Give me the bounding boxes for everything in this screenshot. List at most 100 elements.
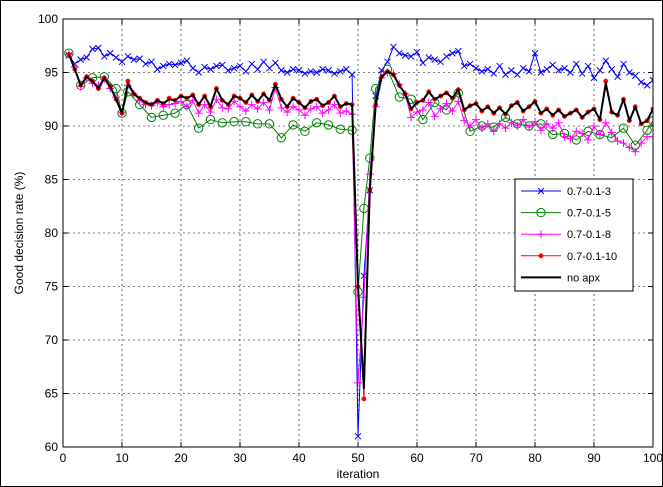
data-point (590, 122, 598, 130)
data-point (272, 59, 279, 67)
data-point (513, 122, 522, 130)
data-point (300, 111, 309, 120)
marker-stroke (112, 54, 120, 61)
data-point (607, 128, 616, 137)
marker-stroke (213, 62, 220, 70)
data-point (560, 132, 569, 141)
data-point (583, 126, 593, 137)
y-axis-label: Good decision rate (%) (12, 172, 26, 295)
legend-swatch-marker (538, 253, 544, 259)
data-point (614, 73, 621, 81)
data-point (307, 68, 315, 75)
data-point (207, 65, 214, 73)
data-point (146, 112, 157, 123)
data-point (201, 63, 208, 71)
data-point (276, 133, 286, 143)
data-point (260, 58, 267, 66)
marker-stroke (154, 65, 161, 73)
series-line (68, 53, 653, 293)
legend-label: 0.7-0.1-3 (567, 186, 611, 198)
data-point (217, 118, 228, 128)
data-point (596, 67, 604, 74)
marker-stroke (454, 47, 462, 55)
data-point (625, 143, 634, 152)
data-point (194, 109, 203, 118)
marker-stroke (319, 65, 326, 73)
data-point (442, 99, 451, 108)
data-point (472, 115, 480, 124)
data-point (572, 127, 581, 136)
data-point (230, 64, 238, 72)
marker-stroke (443, 53, 450, 60)
data-point (542, 119, 551, 128)
data-point (295, 67, 303, 74)
marker-stroke (531, 49, 539, 57)
data-point (342, 65, 350, 73)
marker-stroke (584, 62, 592, 70)
data-point (549, 61, 557, 69)
data-point (413, 108, 421, 117)
x-tick-label: 70 (469, 451, 483, 465)
marker-stroke (649, 79, 653, 84)
marker-stroke (649, 76, 653, 81)
marker-stroke (437, 58, 444, 66)
marker-stroke (608, 65, 616, 73)
marker-stroke (272, 59, 279, 67)
series-no apx (67, 53, 653, 390)
data-point (418, 105, 427, 114)
data-point (336, 109, 345, 118)
data-point (182, 102, 191, 111)
data-point (548, 124, 557, 133)
marker-stroke (508, 67, 515, 74)
marker-stroke (195, 69, 203, 76)
x-tick-label: 50 (351, 451, 365, 465)
legend-swatch-marker (537, 230, 545, 239)
data-point (595, 130, 604, 139)
data-point (206, 108, 215, 117)
data-point (248, 60, 256, 68)
data-point (436, 104, 445, 113)
marker-stroke (537, 187, 545, 195)
data-point (501, 124, 510, 133)
marker-stroke (124, 53, 132, 60)
data-point (537, 69, 545, 76)
data-point (531, 117, 539, 126)
data-point (336, 68, 344, 75)
marker-stroke (207, 65, 214, 73)
marker-stroke (142, 60, 149, 68)
series-0.7-0.1-3 (65, 43, 653, 440)
marker-stroke (496, 62, 503, 70)
data-point (460, 116, 469, 125)
data-point (360, 272, 368, 280)
data-point (89, 45, 96, 53)
data-point (619, 139, 628, 148)
legend-item: 0.7-0.1-5 (521, 208, 611, 220)
marker-stroke (643, 81, 651, 89)
data-point (342, 107, 351, 116)
data-point (567, 69, 574, 76)
y-tick-label: 80 (45, 226, 59, 240)
data-point (618, 123, 629, 133)
data-point (306, 104, 315, 113)
legend-item: 0.7-0.1-8 (521, 229, 611, 241)
legend-label: 0.7-0.1-5 (567, 208, 611, 220)
data-point (443, 53, 450, 60)
data-point (466, 60, 474, 68)
marker-stroke (106, 49, 114, 57)
marker-stroke (490, 70, 498, 77)
marker-stroke (602, 57, 610, 65)
marker-stroke (626, 69, 633, 76)
data-point (100, 53, 108, 60)
data-point (277, 103, 286, 112)
data-point (289, 65, 297, 73)
marker-stroke (159, 62, 167, 70)
marker-stroke (89, 45, 96, 53)
data-point (525, 68, 533, 75)
legend-label: 0.7-0.1-8 (567, 229, 611, 241)
data-point (449, 49, 456, 57)
marker-stroke (466, 60, 474, 68)
data-point (401, 52, 409, 59)
data-point (566, 134, 575, 143)
marker-stroke (390, 43, 397, 51)
data-point (608, 65, 616, 73)
